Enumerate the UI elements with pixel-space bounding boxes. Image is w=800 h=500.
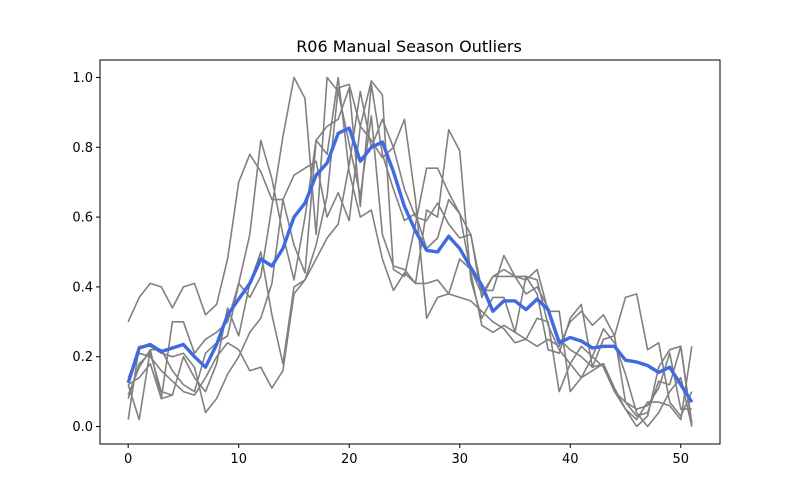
x-tick-label: 50 <box>672 452 689 467</box>
chart-title: R06 Manual Season Outliers <box>296 37 522 56</box>
y-axis: 0.0 0.2 0.4 0.6 0.8 1.0 <box>72 71 100 435</box>
series-line-mean <box>126 126 694 404</box>
series-line-season-b <box>127 125 693 428</box>
series-line-season-a <box>127 76 693 417</box>
y-tick-label: 0.6 <box>72 211 93 226</box>
series-line-season-c <box>127 90 693 427</box>
y-tick-label: 0.0 <box>72 420 93 435</box>
y-tick-label: 0.2 <box>72 350 93 365</box>
y-tick-label: 0.8 <box>72 141 93 156</box>
y-tick-label: 1.0 <box>72 71 93 86</box>
x-axis: 0 10 20 30 40 50 <box>124 444 689 467</box>
plot-lines <box>126 76 694 428</box>
series-line-season-d <box>127 80 693 421</box>
x-tick-label: 20 <box>341 452 358 467</box>
x-tick-label: 40 <box>562 452 579 467</box>
x-tick-label: 10 <box>230 452 247 467</box>
series-line-season-f <box>127 362 173 400</box>
x-tick-label: 30 <box>451 452 468 467</box>
plot-frame <box>99 59 721 445</box>
y-tick-label: 0.4 <box>72 280 93 295</box>
x-tick-label: 0 <box>124 452 132 467</box>
